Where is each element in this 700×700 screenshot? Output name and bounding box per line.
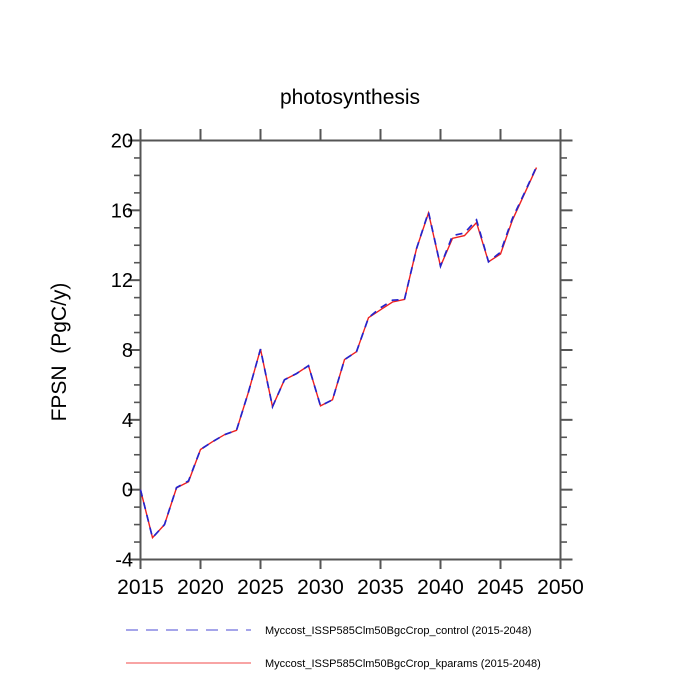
axis-frame — [139, 139, 562, 561]
y-axis-tick-label: 12 — [111, 270, 133, 292]
legend-line-kparams — [126, 662, 251, 664]
y-axis-tick-label: 20 — [111, 131, 133, 153]
y-axis-tick-label: 16 — [111, 200, 133, 222]
x-axis-tick-label: 2025 — [237, 576, 284, 599]
legend-line-control — [126, 629, 251, 631]
x-axis-tick-label: 2015 — [117, 576, 164, 599]
y-axis-tick-label: -4 — [115, 550, 133, 572]
y-axis-tick-label: 4 — [122, 410, 133, 432]
x-axis-tick-label: 2045 — [477, 576, 524, 599]
y-axis-tick-label: 8 — [122, 340, 133, 362]
legend-label-control: Myccost_ISSP585Clm50BgcCrop_control (201… — [265, 625, 532, 637]
x-axis-tick-label: 2020 — [177, 576, 224, 599]
x-axis-tick-label: 2035 — [357, 576, 404, 599]
x-axis-tick-label: 2050 — [537, 576, 584, 599]
x-axis-tick-label: 2030 — [297, 576, 344, 599]
legend-label-kparams: Myccost_ISSP585Clm50BgcCrop_kparams (201… — [265, 658, 541, 670]
series-line-control — [139, 166, 538, 540]
x-axis-tick-label: 2040 — [417, 576, 464, 599]
y-axis-tick-label: 0 — [122, 480, 133, 502]
chart-title: photosynthesis — [279, 86, 421, 109]
